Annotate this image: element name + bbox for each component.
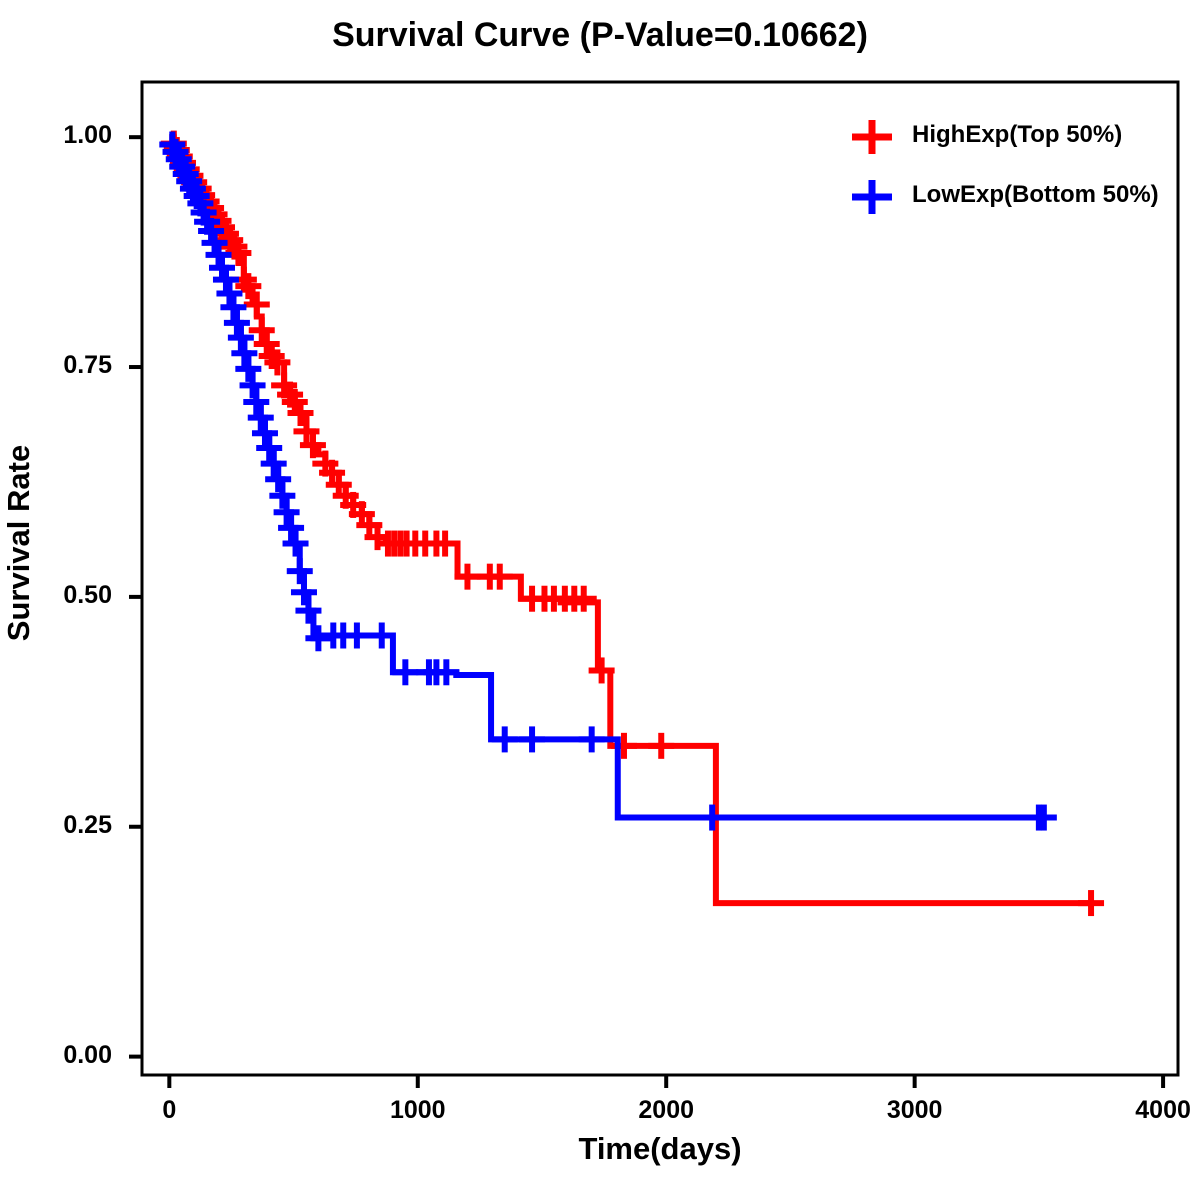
y-tick-label: 0.75 bbox=[63, 351, 112, 380]
x-tick-label: 0 bbox=[162, 1096, 177, 1124]
y-tick-label: 0.50 bbox=[63, 580, 112, 609]
x-axis-label: Time(days) bbox=[578, 1131, 742, 1166]
x-tick-label: 3000 bbox=[886, 1096, 943, 1124]
x-tick-label: 2000 bbox=[638, 1096, 695, 1124]
legend-label-high-exp: HighExp(Top 50%) bbox=[912, 121, 1123, 148]
y-tick-label: 0.00 bbox=[63, 1040, 112, 1069]
x-tick-label: 4000 bbox=[1135, 1096, 1191, 1124]
survival-step-line-high bbox=[169, 134, 1092, 907]
y-axis-label: Survival Rate bbox=[1, 444, 36, 642]
censor-marks-high bbox=[160, 130, 1105, 917]
plot-frame bbox=[140, 80, 1180, 1077]
y-tick-label: 0.25 bbox=[63, 810, 112, 839]
survival-step-line-low bbox=[169, 134, 1044, 821]
legend-label-low-exp: LowExp(Bottom 50%) bbox=[912, 181, 1159, 208]
page-title: Survival Curve (P-Value=0.10662) bbox=[332, 16, 868, 54]
censor-marks-low bbox=[159, 131, 1057, 831]
x-tick-label: 1000 bbox=[389, 1096, 446, 1124]
y-tick-label: 1.00 bbox=[63, 121, 112, 150]
